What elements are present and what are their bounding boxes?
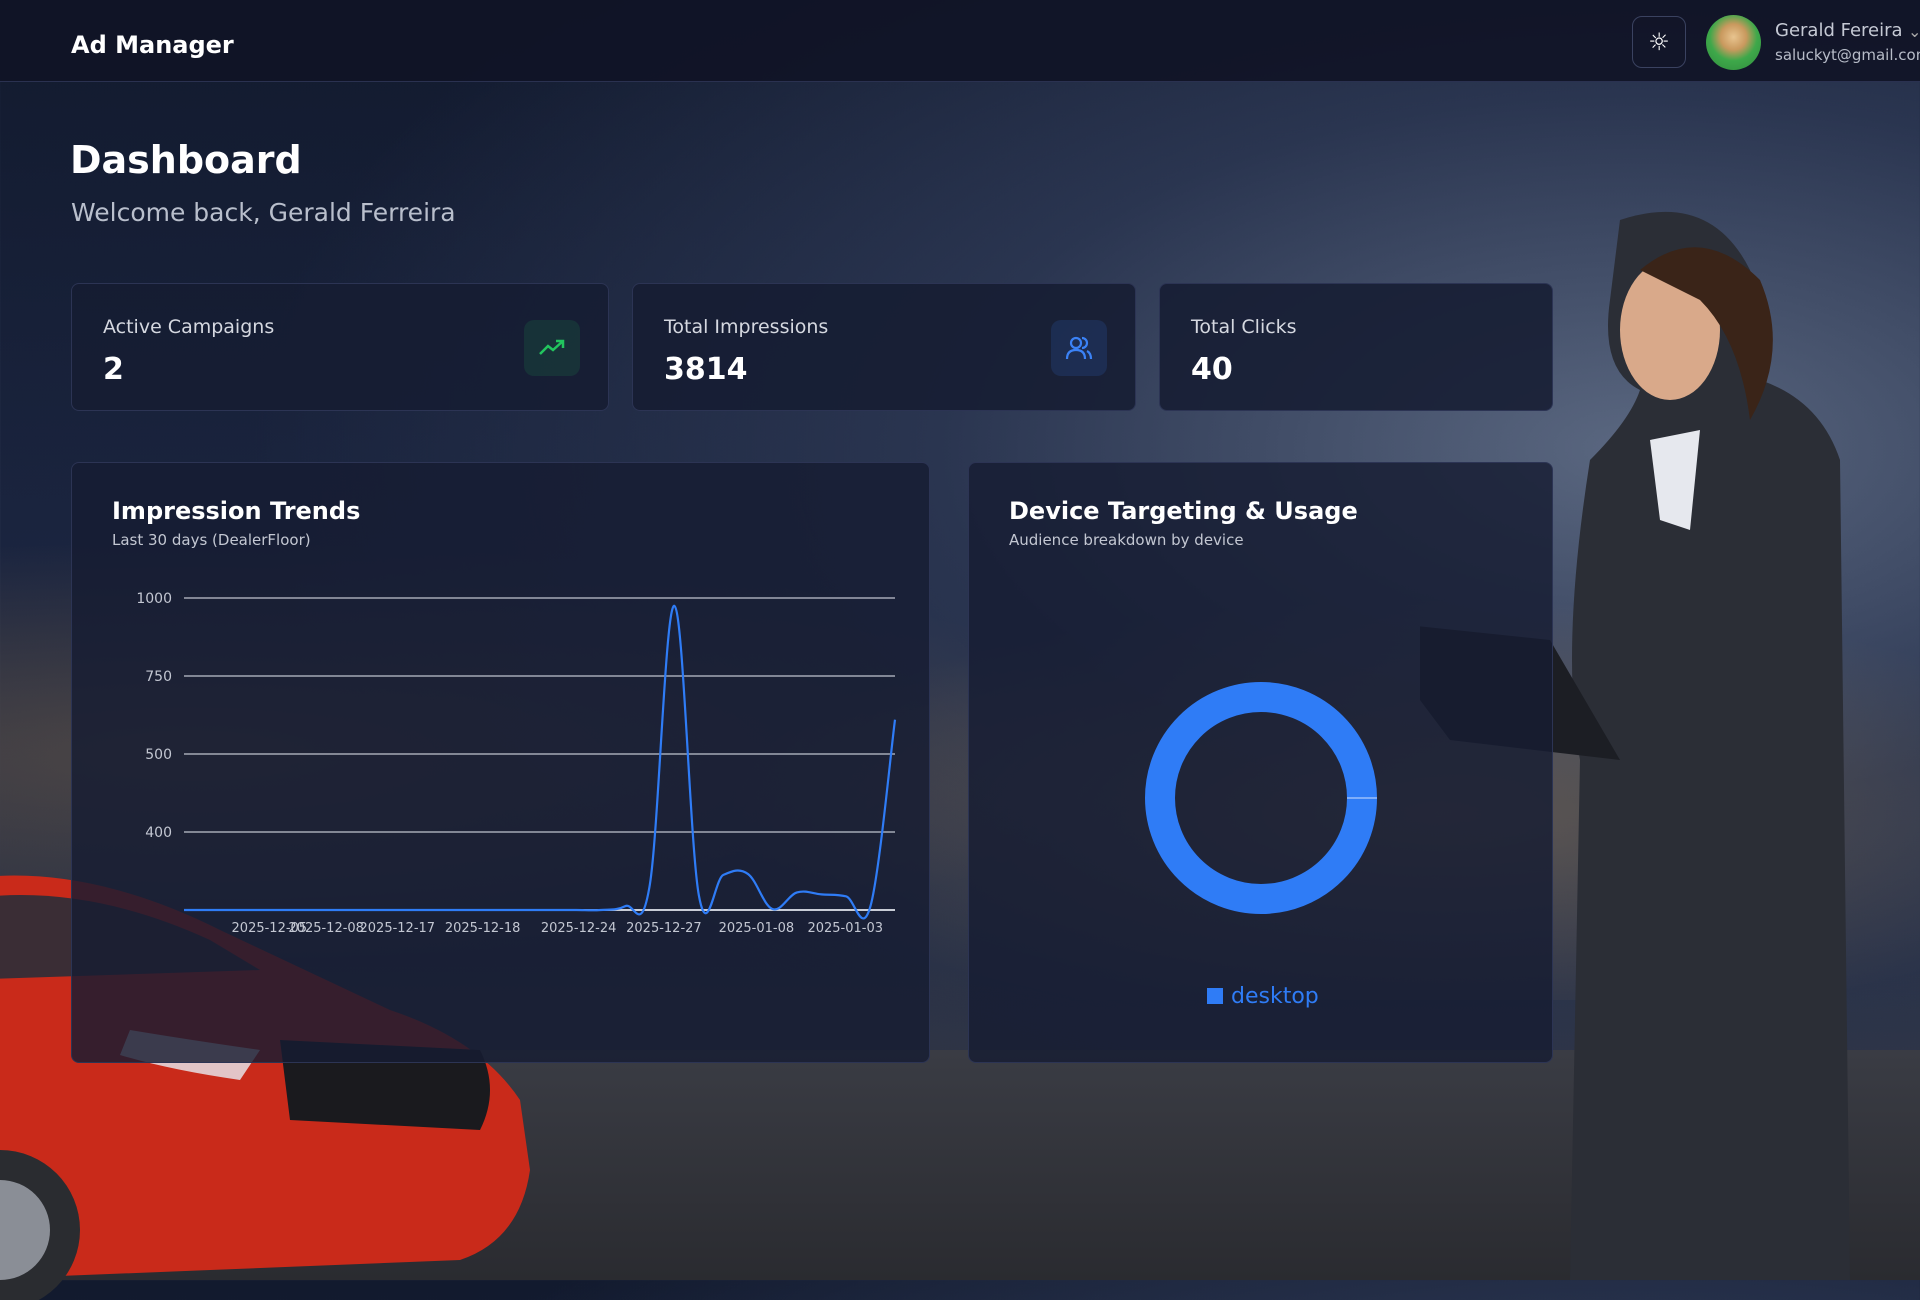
impression-series-line	[184, 606, 895, 919]
y-tick-label: 1000	[136, 591, 172, 607]
x-tick-label: 2025-12-18	[445, 921, 521, 936]
y-tick-label: 750	[145, 669, 172, 685]
legend-swatch	[1207, 988, 1223, 1004]
x-tick-label: 2025-12-08	[288, 921, 364, 936]
y-tick-label: 500	[145, 747, 172, 763]
x-tick-label: 2025-12-27	[626, 921, 702, 936]
x-tick-label: 2025-12-17	[360, 921, 436, 936]
y-tick-label: 400	[145, 825, 172, 841]
donut-slice-desktop	[1160, 697, 1362, 899]
x-tick-label: 2025-01-08	[719, 921, 795, 936]
legend-label: desktop	[1231, 984, 1319, 1009]
x-tick-label: 2025-01-03	[807, 921, 883, 936]
x-tick-label: 2025-12-24	[541, 921, 617, 936]
